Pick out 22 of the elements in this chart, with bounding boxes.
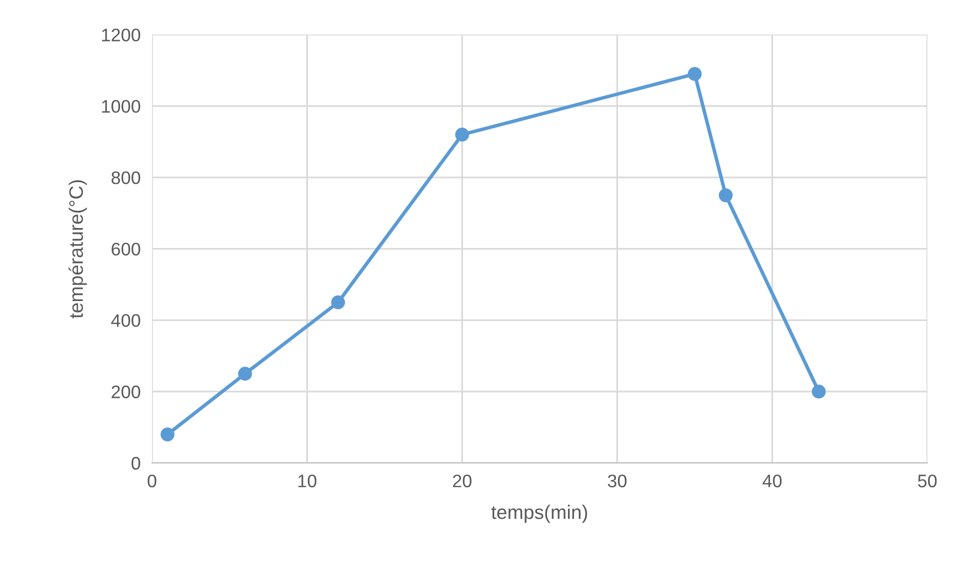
x-tick-label: 0 (148, 474, 156, 488)
y-axis-title: température(°C) (68, 180, 87, 318)
y-tick-label: 400 (111, 314, 140, 327)
x-tick-label: 40 (762, 474, 782, 488)
point (812, 384, 826, 399)
point (688, 66, 702, 81)
point (160, 427, 174, 442)
x-tick-label: 30 (608, 474, 627, 488)
x-tick-label: 50 (918, 474, 937, 488)
point (238, 366, 252, 381)
y-tick-label: 1000 (102, 100, 140, 113)
point (455, 128, 470, 142)
point (718, 188, 733, 202)
y-tick-label: 200 (112, 386, 140, 398)
y-tick-label: 0 (132, 456, 140, 470)
x-tick-label: 20 (453, 474, 472, 488)
y-tick-label: 600 (112, 242, 140, 256)
x-tick-label: 10 (298, 474, 316, 488)
y-tick-label: 800 (112, 171, 140, 184)
x-axis-title: temps(min) (491, 504, 588, 523)
point (331, 295, 346, 310)
y-tick-label: 1200 (102, 28, 140, 42)
